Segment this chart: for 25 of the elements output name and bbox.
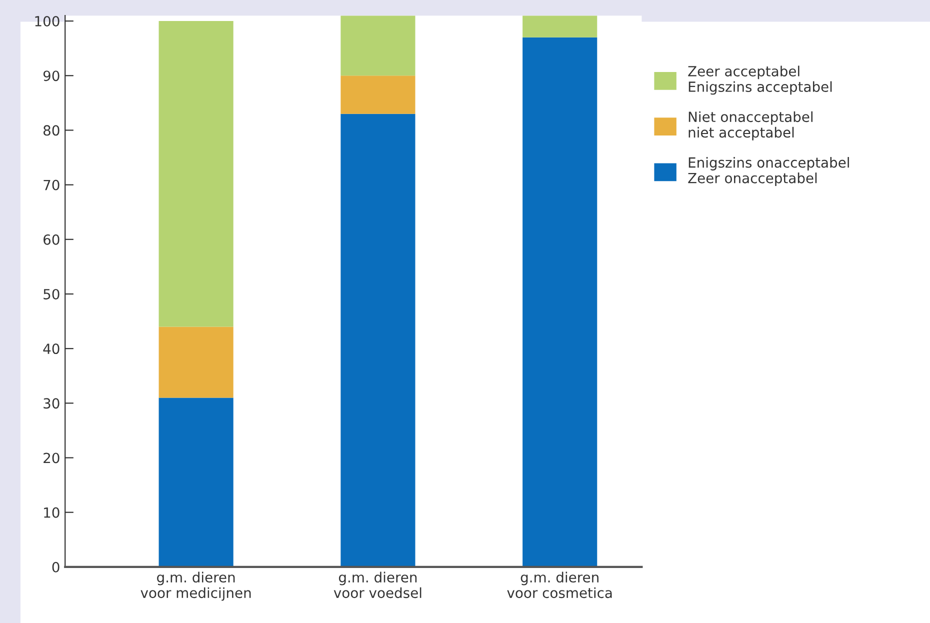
y-tick-label: 100 bbox=[35, 16, 60, 27]
bar bbox=[522, 16, 598, 38]
x-tick-label: g.m. dieren voor cosmetica bbox=[507, 572, 612, 598]
y-tick-label: 80 bbox=[44, 125, 60, 136]
bar bbox=[158, 326, 234, 398]
y-tick-label: 20 bbox=[44, 452, 60, 464]
y-tick-label: 40 bbox=[43, 344, 60, 354]
bar bbox=[158, 21, 234, 327]
y-tick-label: 30 bbox=[44, 398, 60, 409]
y-tick-label: 90 bbox=[43, 70, 60, 82]
y-tick-label: 10 bbox=[44, 507, 60, 518]
y-tick-label: 0 bbox=[52, 562, 60, 572]
legend-label: Niet onacceptabel niet acceptabel bbox=[688, 111, 813, 140]
x-tick-label: g.m. dieren voor voedsel bbox=[334, 572, 422, 598]
legend-label: Enigszins onacceptabel Zeer onacceptabel bbox=[688, 157, 849, 186]
bar bbox=[522, 37, 598, 567]
bar bbox=[158, 398, 234, 567]
y-tick-label: 50 bbox=[44, 288, 60, 300]
y-tick-label: 70 bbox=[44, 180, 60, 190]
bar bbox=[340, 114, 416, 567]
bar bbox=[340, 76, 416, 114]
y-tick-label: 60 bbox=[44, 234, 60, 245]
legend-label: Zeer acceptabel Enigszins acceptabel bbox=[688, 66, 832, 95]
bar bbox=[340, 16, 416, 76]
x-tick-label: g.m. dieren voor medicijnen bbox=[140, 572, 251, 601]
